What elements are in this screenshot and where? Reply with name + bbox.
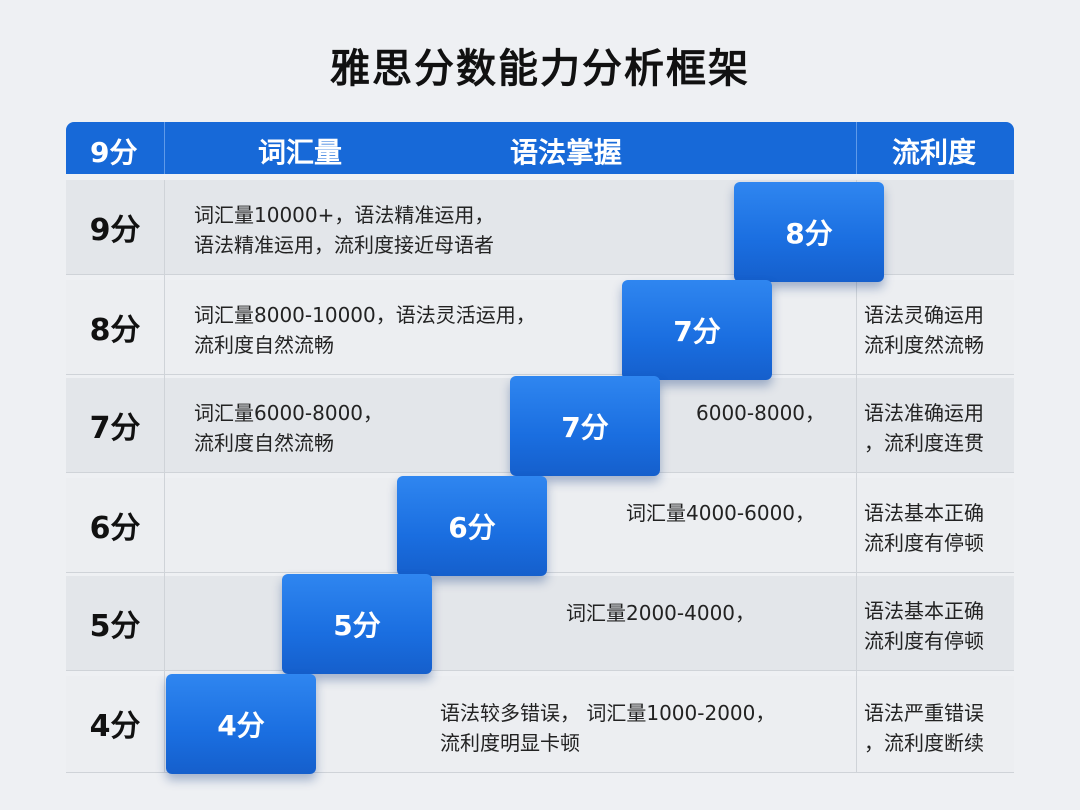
score-step-6: 6分 xyxy=(397,476,547,576)
row-label: 6分 xyxy=(89,511,141,546)
row-description: 流利度自然流畅 xyxy=(194,333,334,357)
table-header: 9分 词汇量 语法掌握 流利度 xyxy=(66,122,1014,174)
row-label: 5分 xyxy=(89,609,141,644)
header-divider xyxy=(164,122,165,174)
header-divider xyxy=(856,122,857,174)
row-label: 4分 xyxy=(89,709,141,744)
row-description: 语法精准运用，流利度接近母语者 xyxy=(194,233,494,257)
fluency-cell: 语法基本正确 xyxy=(864,599,984,623)
header-score: 9分 xyxy=(90,136,138,169)
score-step-4: 4分 xyxy=(166,674,316,774)
column-divider xyxy=(164,180,165,772)
header-grammar: 语法掌握 xyxy=(510,136,623,169)
fluency-cell: 语法准确运用 xyxy=(864,401,984,425)
score-step-5: 5分 xyxy=(282,574,432,674)
row-description: 词汇量6000-8000， xyxy=(194,401,384,425)
row-description: 流利度自然流畅 xyxy=(194,431,334,455)
fluency-cell: 流利度有停顿 xyxy=(864,531,984,555)
score-step-7b: 7分 xyxy=(510,376,660,476)
header-vocabulary: 词汇量 xyxy=(258,136,343,169)
column-divider xyxy=(856,180,857,772)
grammar-cell: 6000-8000， xyxy=(696,401,826,425)
fluency-cell: ，流利度连贯 xyxy=(864,431,984,455)
header-fluency: 流利度 xyxy=(892,136,977,169)
row-label: 7分 xyxy=(89,411,141,446)
score-step-8: 8分 xyxy=(734,182,884,282)
grammar-cell: 流利度明显卡顿 xyxy=(440,731,580,755)
grammar-cell: 词汇量2000-4000， xyxy=(566,601,756,625)
fluency-cell: 流利度然流畅 xyxy=(864,333,984,357)
grammar-cell: 语法较多错误， 词汇量1000-2000， xyxy=(440,701,776,725)
grammar-cell: 词汇量4000-6000， xyxy=(626,501,816,525)
row-8: 8分 词汇量8000-10000，语法灵活运用， 流利度自然流畅 语法灵确运用 … xyxy=(66,280,1014,375)
row-label: 9分 xyxy=(89,213,141,248)
score-step-7: 7分 xyxy=(622,280,772,380)
fluency-cell: 语法灵确运用 xyxy=(864,303,984,327)
fluency-cell: 语法基本正确 xyxy=(864,501,984,525)
fluency-cell: ，流利度断续 xyxy=(864,731,984,755)
page-title: 雅思分数能力分析框架 xyxy=(330,46,750,92)
row-label: 8分 xyxy=(89,313,141,348)
fluency-cell: 流利度有停顿 xyxy=(864,629,984,653)
row-description: 词汇量8000-10000，语法灵活运用， xyxy=(194,303,536,327)
row-5: 5分 词汇量2000-4000， 语法基本正确 流利度有停顿 xyxy=(66,576,1014,671)
fluency-cell: 语法严重错误 xyxy=(864,701,984,725)
row-description: 词汇量10000+，语法精准运用， xyxy=(194,203,495,227)
